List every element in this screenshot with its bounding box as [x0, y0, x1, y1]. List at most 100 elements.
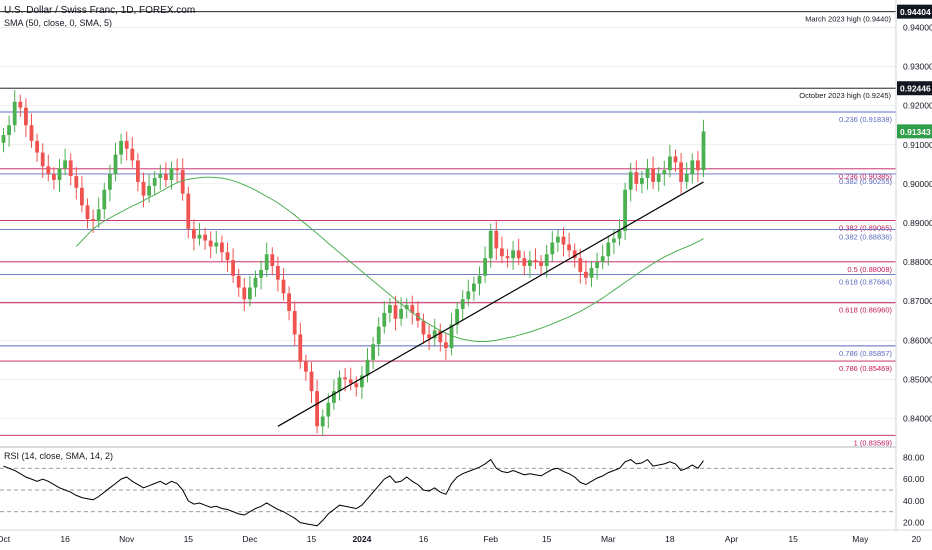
candle-down[interactable]	[572, 250, 577, 259]
candle-up[interactable]	[589, 267, 594, 278]
candle-up[interactable]	[376, 326, 381, 345]
candle-up[interactable]	[640, 178, 644, 184]
candle-down[interactable]	[561, 236, 566, 245]
candle-up[interactable]	[600, 256, 605, 263]
candle-down[interactable]	[192, 228, 196, 239]
candle-down[interactable]	[124, 140, 129, 149]
candle-up[interactable]	[197, 234, 202, 239]
candle-up[interactable]	[617, 230, 622, 239]
candle-up[interactable]	[528, 260, 532, 266]
candle-up[interactable]	[690, 160, 695, 175]
candle-down[interactable]	[40, 152, 45, 167]
candle-up[interactable]	[472, 283, 476, 292]
candle-up[interactable]	[382, 312, 387, 327]
candle-up[interactable]	[113, 154, 118, 175]
candle-up[interactable]	[684, 174, 689, 182]
candle-down[interactable]	[309, 371, 314, 392]
candle-down[interactable]	[533, 260, 538, 263]
candle-up[interactable]	[399, 309, 403, 319]
candle-down[interactable]	[175, 168, 179, 171]
candle-down[interactable]	[46, 166, 51, 175]
candle-up[interactable]	[701, 131, 706, 171]
candle-down[interactable]	[180, 170, 185, 194]
candle-up[interactable]	[645, 168, 650, 179]
candle-up[interactable]	[550, 242, 555, 255]
candle-down[interactable]	[130, 148, 135, 161]
candle-up[interactable]	[656, 174, 661, 182]
candle-down[interactable]	[516, 250, 521, 259]
candle-down[interactable]	[225, 252, 230, 261]
candle-down[interactable]	[696, 160, 700, 171]
candle-down[interactable]	[343, 377, 347, 380]
candle-down[interactable]	[68, 160, 73, 177]
candle-up[interactable]	[102, 189, 107, 210]
candle-down[interactable]	[578, 258, 583, 272]
candle-down[interactable]	[136, 160, 140, 182]
candle-down[interactable]	[52, 174, 56, 180]
candle-down[interactable]	[304, 361, 308, 372]
candle-up[interactable]	[544, 254, 549, 266]
candle-up[interactable]	[169, 168, 174, 180]
candle-up[interactable]	[483, 258, 487, 276]
candle-up[interactable]	[248, 287, 252, 300]
candle-up[interactable]	[158, 174, 163, 179]
candle-down[interactable]	[427, 334, 431, 339]
candle-up[interactable]	[365, 359, 370, 376]
candle-up[interactable]	[337, 377, 342, 392]
candle-down[interactable]	[348, 379, 353, 384]
candle-up[interactable]	[326, 402, 331, 417]
candle-up[interactable]	[371, 344, 375, 360]
candle-down[interactable]	[673, 156, 678, 163]
candle-down[interactable]	[281, 279, 286, 294]
candle-down[interactable]	[292, 310, 297, 335]
candle-up[interactable]	[57, 168, 62, 180]
candle-down[interactable]	[522, 258, 527, 266]
candle-up[interactable]	[628, 172, 633, 190]
candle-up[interactable]	[320, 416, 325, 427]
candle-down[interactable]	[567, 244, 571, 251]
candle-down[interactable]	[505, 256, 510, 259]
candle-down[interactable]	[444, 342, 448, 349]
candle-up[interactable]	[96, 209, 101, 222]
candle-down[interactable]	[29, 125, 34, 141]
candle-down[interactable]	[315, 391, 319, 427]
candle-down[interactable]	[85, 205, 90, 220]
candle-up[interactable]	[595, 262, 599, 268]
candle-up[interactable]	[388, 305, 392, 313]
candle-up[interactable]	[147, 185, 151, 196]
candle-down[interactable]	[500, 248, 504, 257]
candle-down[interactable]	[410, 305, 415, 313]
candle-down[interactable]	[186, 193, 191, 229]
candle-up[interactable]	[623, 189, 627, 231]
candle-down[interactable]	[24, 107, 28, 126]
candle-up[interactable]	[63, 160, 67, 169]
candle-down[interactable]	[141, 181, 146, 196]
candle-up[interactable]	[214, 242, 219, 247]
candle-down[interactable]	[584, 271, 588, 278]
candle-up[interactable]	[612, 238, 616, 243]
candle-down[interactable]	[354, 383, 359, 388]
candle-down[interactable]	[74, 176, 79, 188]
candle-down[interactable]	[18, 101, 23, 108]
candle-up[interactable]	[460, 299, 465, 310]
candle-down[interactable]	[220, 242, 224, 253]
candle-up[interactable]	[7, 125, 11, 135]
candle-down[interactable]	[651, 168, 655, 182]
candle-down[interactable]	[421, 320, 426, 335]
candle-up[interactable]	[488, 230, 493, 259]
trend-line[interactable]	[277, 181, 704, 427]
candle-up[interactable]	[466, 291, 471, 300]
candle-up[interactable]	[253, 277, 258, 288]
candle-up[interactable]	[108, 174, 112, 190]
candle-down[interactable]	[276, 265, 280, 280]
candle-up[interactable]	[1, 134, 6, 143]
candle-up[interactable]	[449, 324, 454, 349]
candle-down[interactable]	[634, 172, 639, 184]
candle-up[interactable]	[259, 269, 263, 278]
candle-up[interactable]	[662, 170, 667, 175]
candle-up[interactable]	[477, 275, 482, 284]
candle-down[interactable]	[231, 260, 235, 276]
candle-up[interactable]	[119, 140, 123, 155]
candle-down[interactable]	[679, 162, 683, 182]
